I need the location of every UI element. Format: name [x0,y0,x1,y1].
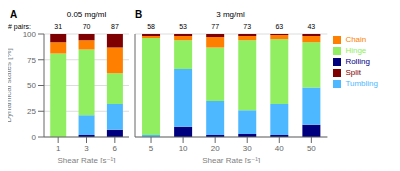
svg-text:5: 5 [149,144,154,153]
svg-text:Dynamical states [%]: Dynamical states [%] [8,48,13,123]
html-text:Chain: Chain [345,35,367,44]
html-text:# pairs:: # pairs: [8,23,31,30]
html-text:3 mg/ml: 3 mg/ml [216,10,245,19]
svg-text:25: 25 [27,107,36,116]
svg-text:20: 20 [211,144,220,153]
svg-text:Shear Rate [s⁻¹]: Shear Rate [s⁻¹] [57,156,115,163]
html-text:Split: Split [345,68,361,77]
svg-text:75: 75 [27,56,36,65]
svg-text:77: 77 [211,23,219,30]
html-text:0.05 mg/ml: 0.05 mg/ml [66,10,107,19]
svg-text:70: 70 [83,23,91,30]
svg-text:58: 58 [147,23,155,30]
svg-text:31: 31 [54,23,62,30]
html-text:Tumbling: Tumbling [345,79,378,88]
svg-text:53: 53 [179,23,187,30]
svg-text:40: 40 [275,144,284,153]
html-text:Rolling: Rolling [345,57,370,66]
html-text:A: A [10,9,18,20]
html-text:Hinge: Hinge [345,46,367,55]
svg-text:3: 3 [84,144,89,153]
svg-text:43: 43 [307,23,315,30]
svg-text:0: 0 [32,133,37,142]
svg-text:10: 10 [179,144,188,153]
svg-text:100: 100 [23,30,37,39]
svg-text:50: 50 [307,144,316,153]
svg-text:Shear Rate [s⁻¹]: Shear Rate [s⁻¹] [202,156,260,163]
html-text:B: B [135,9,143,20]
svg-text:50: 50 [27,81,36,90]
svg-text:63: 63 [275,23,283,30]
svg-text:73: 73 [243,23,251,30]
svg-text:1: 1 [56,144,61,153]
svg-text:87: 87 [111,23,119,30]
svg-text:30: 30 [243,144,252,153]
svg-text:6: 6 [113,144,118,153]
